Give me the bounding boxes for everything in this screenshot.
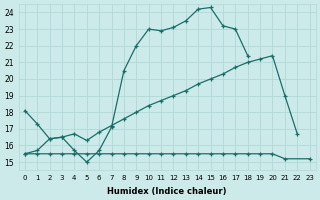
X-axis label: Humidex (Indice chaleur): Humidex (Indice chaleur) (108, 187, 227, 196)
